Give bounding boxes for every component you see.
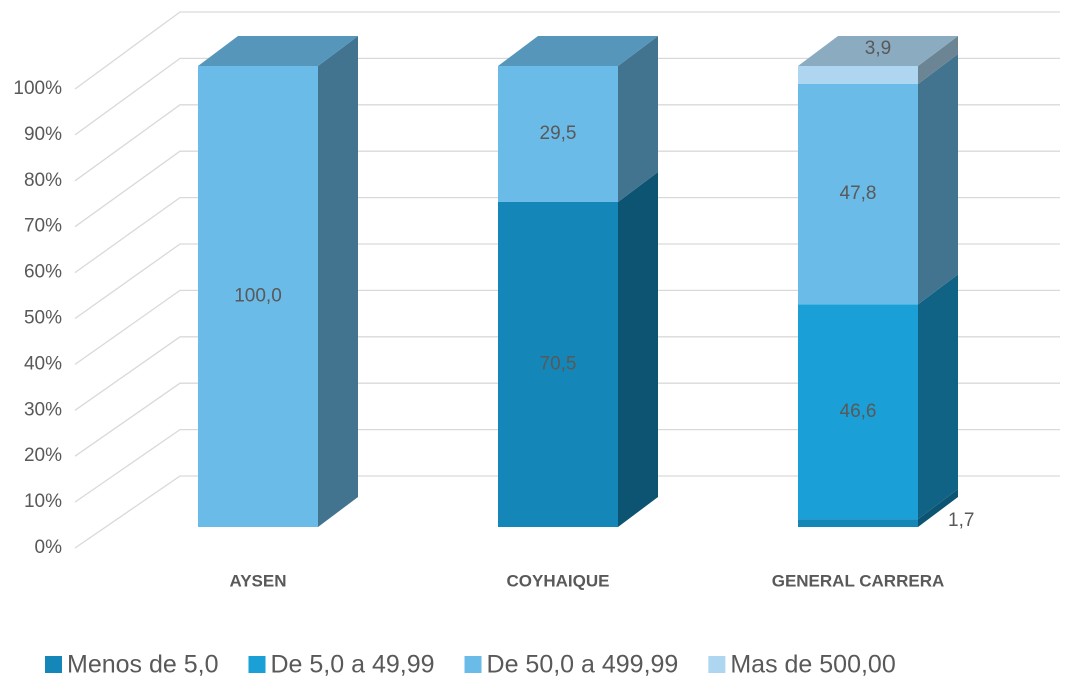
x-tick-label: AYSEN [229, 571, 286, 590]
legend-label: Menos de 5,0 [67, 651, 219, 679]
y-tick-label: 100% [13, 78, 62, 99]
bar-side [618, 36, 658, 202]
bar-segment [498, 66, 618, 202]
legend-label: Mas de 500,00 [730, 651, 895, 679]
y-tick-label: 90% [24, 124, 62, 145]
grid-line [74, 428, 1060, 503]
grid-line [74, 11, 1060, 90]
y-tick-label: 60% [24, 262, 62, 283]
bar-top [498, 36, 658, 66]
y-tick-label: 80% [24, 170, 62, 191]
bar-segment [198, 66, 318, 527]
bar-side [318, 36, 358, 527]
grid-line [74, 150, 1060, 228]
data-label: 1,7 [948, 510, 974, 531]
bar-segment [798, 66, 918, 84]
bar-top [198, 36, 358, 66]
bar-side [918, 36, 958, 84]
legend-swatch [708, 656, 726, 673]
data-label: 29,5 [540, 123, 577, 144]
y-tick-label: 70% [24, 216, 62, 237]
bar-side [918, 53, 958, 305]
bar-segment [498, 201, 618, 527]
legend-swatch [464, 656, 482, 673]
grid-line [74, 289, 1060, 365]
grid-line [74, 196, 1060, 274]
bar-side [918, 274, 958, 520]
data-label: 47,8 [840, 183, 877, 204]
data-label: 3,9 [865, 38, 891, 59]
data-label: 100,0 [234, 286, 282, 307]
y-tick-label: 50% [24, 308, 62, 329]
y-tick-label: 10% [24, 491, 62, 512]
y-tick-label: 40% [24, 353, 62, 374]
bar-segment [798, 304, 918, 520]
grid-line [74, 104, 1060, 182]
grid-line [74, 382, 1060, 457]
legend-swatch [45, 656, 62, 673]
y-tick-label: 30% [24, 399, 62, 420]
grid-line [74, 243, 1060, 320]
legend-label: De 50,0 a 499,99 [487, 651, 679, 679]
grid-line [74, 475, 1060, 549]
grid-line [74, 57, 1060, 136]
y-tick-label: 20% [24, 445, 62, 466]
x-tick-label: COYHAIQUE [507, 571, 610, 590]
legend-label: De 5,0 a 49,99 [271, 651, 435, 679]
bar-side [918, 489, 958, 527]
bar-segment [798, 519, 918, 527]
x-tick-label: GENERAL CARRERA [772, 571, 945, 590]
y-tick-label: 0% [35, 537, 63, 558]
data-label: 46,6 [840, 401, 877, 422]
bar-side [618, 171, 658, 527]
bar-top [798, 36, 958, 66]
bar-segment [798, 83, 918, 305]
data-label: 70,5 [540, 354, 577, 375]
grid-line [74, 336, 1060, 411]
legend-swatch [248, 656, 266, 673]
